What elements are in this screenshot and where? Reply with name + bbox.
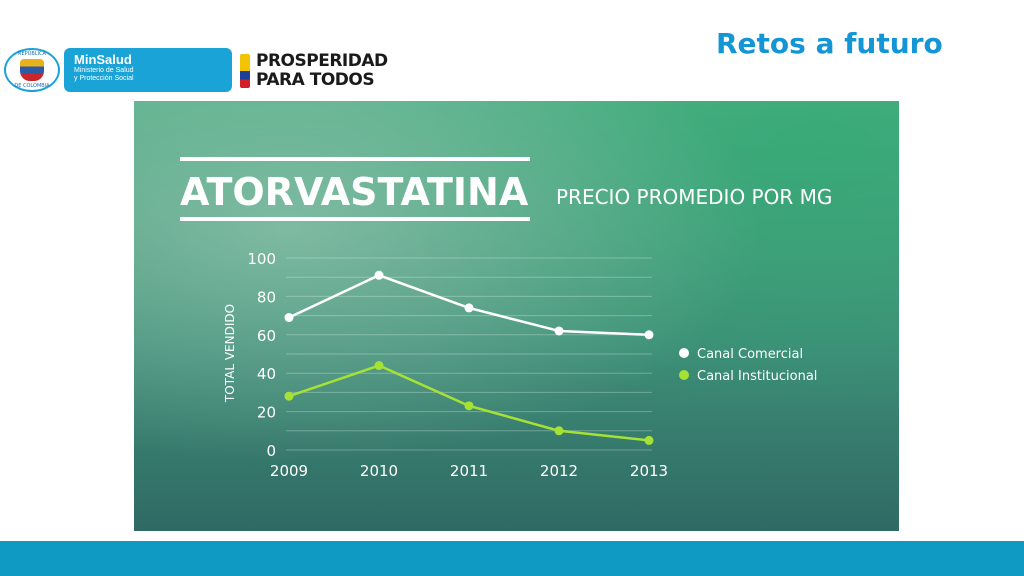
x-tick-label: 2010 bbox=[360, 462, 398, 480]
prosperidad-line1: PROSPERIDAD bbox=[256, 51, 388, 71]
legend-marker bbox=[679, 370, 689, 380]
chart-panel: ATORVASTATINA PRECIO PROMEDIO POR MG TOT… bbox=[134, 101, 899, 531]
line-chart: ATORVASTATINA PRECIO PROMEDIO POR MG TOT… bbox=[180, 157, 832, 480]
data-point bbox=[644, 435, 654, 445]
y-tick-label: 0 bbox=[266, 442, 276, 460]
data-point bbox=[284, 313, 294, 323]
coat-of-arms-icon bbox=[20, 59, 44, 81]
minsalud-line2: y Protección Social bbox=[74, 75, 134, 82]
slide-title: Retos a futuro bbox=[716, 27, 943, 60]
data-point bbox=[374, 361, 384, 371]
y-tick-label: 60 bbox=[257, 327, 276, 345]
chart-subtitle: PRECIO PROMEDIO POR MG bbox=[556, 185, 832, 209]
colombia-seal-logo: REPÚBLICA DE COLOMBIA bbox=[4, 48, 60, 92]
x-tick-label: 2012 bbox=[540, 462, 578, 480]
data-point bbox=[284, 391, 294, 401]
y-tick-label: 80 bbox=[257, 288, 276, 306]
x-tick-label: 2009 bbox=[270, 462, 308, 480]
data-point bbox=[644, 330, 654, 340]
minsalud-logo: MinSalud Ministerio de Salud y Protecció… bbox=[64, 48, 232, 92]
minsalud-brand: MinSalud bbox=[74, 52, 132, 67]
logo-strip: REPÚBLICA DE COLOMBIA MinSalud Ministeri… bbox=[0, 44, 440, 96]
y-axis-label: TOTAL VENDIDO bbox=[223, 304, 237, 403]
seal-bottom-text: DE COLOMBIA bbox=[14, 83, 50, 89]
prosperidad-line2: PARA TODOS bbox=[256, 70, 375, 90]
data-point bbox=[374, 270, 384, 280]
x-tick-label: 2013 bbox=[630, 462, 668, 480]
chart-title: ATORVASTATINA bbox=[180, 170, 529, 214]
legend-label: Canal Institucional bbox=[697, 369, 817, 384]
y-tick-label: 100 bbox=[247, 250, 276, 268]
data-point bbox=[554, 426, 564, 436]
legend-marker bbox=[679, 348, 689, 358]
data-point bbox=[464, 401, 474, 411]
y-tick-label: 40 bbox=[257, 365, 276, 383]
footer-bar bbox=[0, 541, 1024, 576]
flag-icon bbox=[240, 54, 250, 88]
minsalud-line1: Ministerio de Salud bbox=[74, 67, 134, 74]
prosperidad-logo: PROSPERIDAD PARA TODOS bbox=[238, 52, 438, 92]
y-tick-label: 20 bbox=[257, 404, 276, 422]
legend-label: Canal Comercial bbox=[697, 347, 803, 362]
data-point bbox=[464, 303, 474, 313]
x-tick-label: 2011 bbox=[450, 462, 488, 480]
seal-top-text: REPÚBLICA bbox=[18, 51, 46, 57]
data-point bbox=[554, 326, 564, 336]
